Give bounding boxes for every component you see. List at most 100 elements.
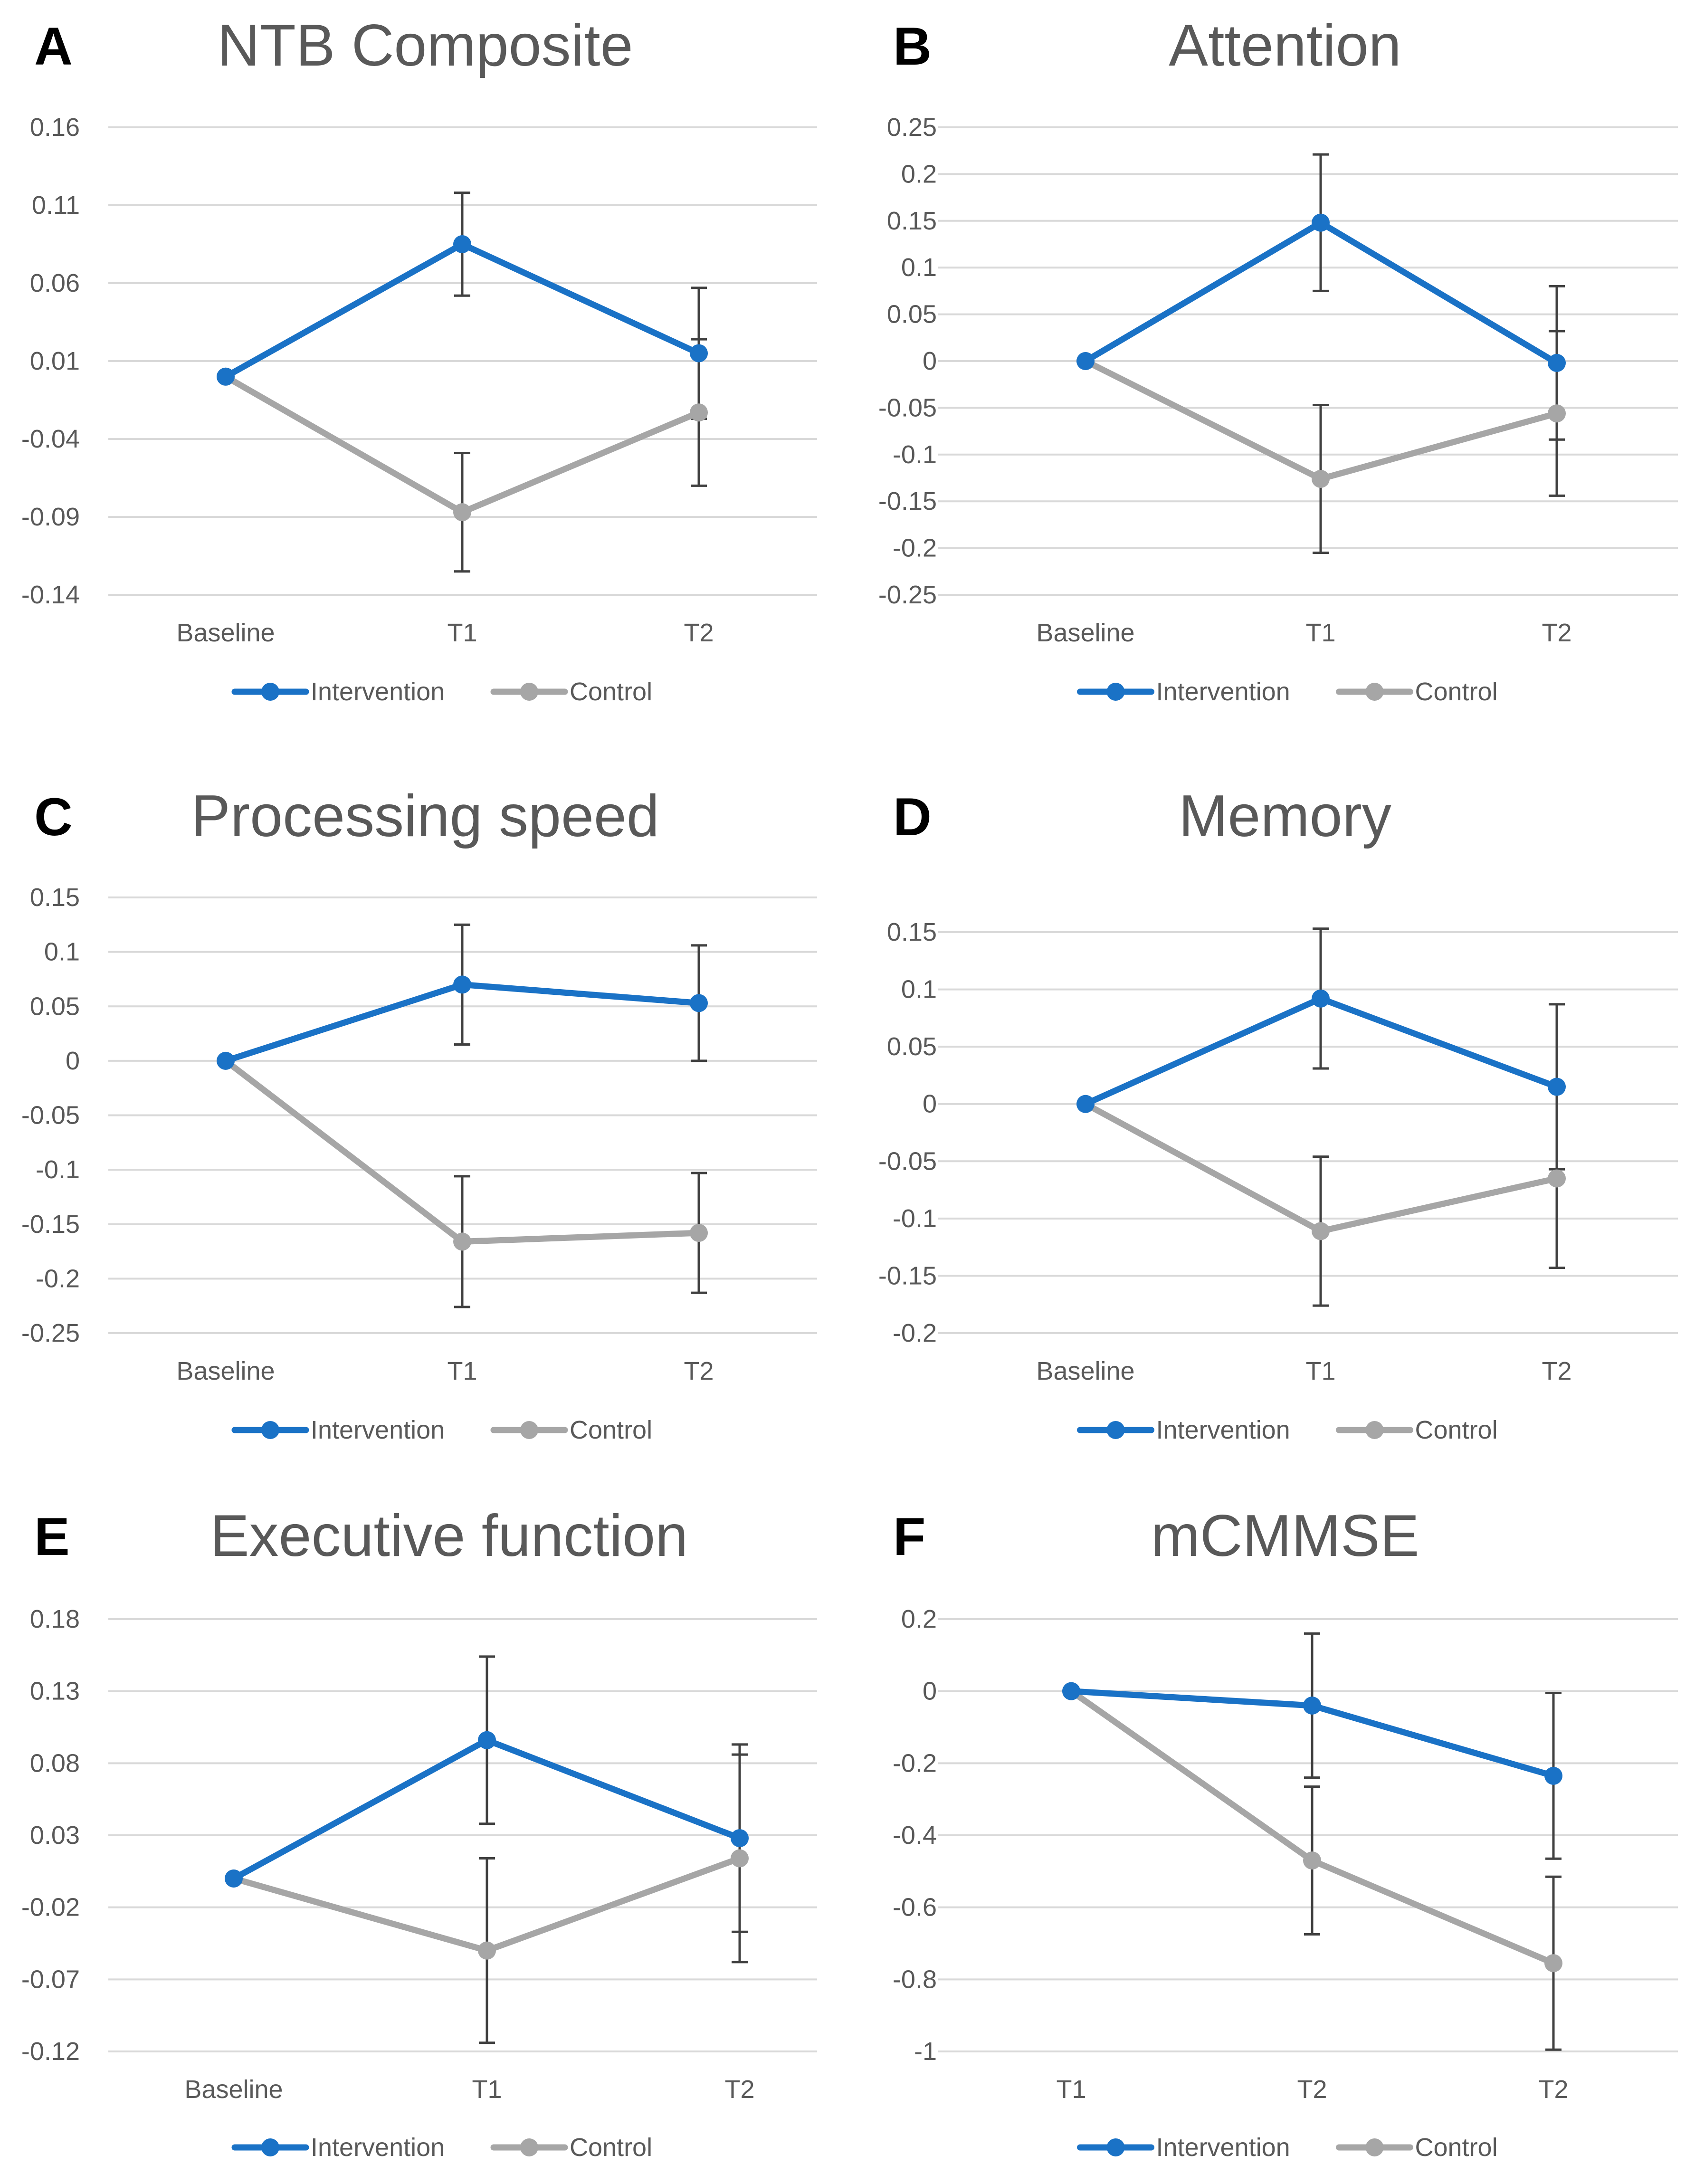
data-point-intervention	[1062, 1682, 1080, 1700]
legend-label: Intervention	[1156, 2133, 1290, 2162]
y-tick-label: -0.2	[36, 1264, 80, 1293]
y-tick-label: 0.08	[30, 1749, 80, 1777]
legend-item-control: Control	[1336, 2133, 1498, 2162]
y-tick-label: 0.25	[887, 113, 937, 142]
legend-item-control: Control	[1336, 1416, 1498, 1444]
data-point-intervention	[1544, 1766, 1562, 1785]
data-point-control	[478, 1941, 496, 1960]
y-tick-label: 0.15	[887, 207, 937, 235]
chart-title: Executive function	[210, 1503, 688, 1569]
legend-label: Intervention	[311, 2133, 445, 2162]
x-tick-label: T2	[684, 1357, 714, 1385]
y-tick-label: 0.1	[44, 938, 80, 966]
legend: Intervention Control	[231, 1416, 652, 1444]
data-point-intervention	[690, 994, 708, 1012]
chart-panel-d: D Memory 0.15 0.1 0.05 0 -0.05 -0.1 -0.15 -0.2 Bas…	[878, 783, 1678, 1444]
data-point-control	[1544, 1954, 1562, 1973]
y-tick-label: -0.15	[21, 1210, 80, 1239]
legend: Intervention Control	[1077, 2133, 1498, 2162]
y-tick-label: -0.1	[893, 440, 937, 469]
data-point-control	[1303, 1851, 1321, 1870]
y-tick-label: 0.01	[30, 347, 80, 375]
data-point-control	[690, 1224, 708, 1242]
y-tick-label: 0.13	[30, 1677, 80, 1706]
data-point-intervention	[1312, 989, 1330, 1008]
panel-letter: D	[893, 787, 932, 847]
panel-letter: A	[34, 17, 73, 76]
legend-item-intervention: Intervention	[231, 677, 445, 706]
data-point-intervention	[1076, 352, 1095, 370]
data-point-intervention	[453, 975, 471, 994]
legend-item-intervention: Intervention	[1077, 2133, 1290, 2162]
x-tick-label: T1	[472, 2075, 502, 2104]
y-tick-label: -1	[914, 2037, 937, 2066]
x-tick-label: T2	[1538, 2075, 1568, 2104]
legend-item-intervention: Intervention	[231, 1416, 445, 1444]
y-tick-label: 0.11	[32, 191, 80, 219]
y-tick-label: -0.09	[21, 503, 80, 531]
y-tick-label: 0.15	[30, 883, 80, 912]
y-tick-label: 0	[923, 1090, 937, 1118]
y-tick-label: -0.25	[878, 581, 937, 609]
chart-panel-b: B Attention 0.25 0.2 0.15 0.1 0.05 0 -0.05 -0.1 -0…	[878, 13, 1678, 706]
x-tick-label: Baseline	[1036, 619, 1134, 647]
data-point-intervention	[453, 235, 471, 253]
x-tick-label: T1	[1305, 619, 1335, 647]
chart-title: Attention	[1169, 13, 1401, 78]
legend-item-control: Control	[490, 677, 652, 706]
data-point-control	[453, 503, 471, 522]
legend: Intervention Control	[1077, 677, 1498, 706]
data-point-control	[690, 403, 708, 422]
chart-panel-a: A NTB Composite 0.16 0.11 0.06 0.01 -0.04 -0.09…	[21, 13, 817, 706]
y-tick-label: -0.8	[893, 1965, 937, 1993]
x-tick-label: T1	[447, 619, 477, 647]
data-point-intervention	[217, 1051, 235, 1070]
legend: Intervention Control	[231, 677, 652, 706]
chart-title: mCMMSE	[1151, 1503, 1419, 1569]
legend-label: Control	[1415, 2133, 1498, 2162]
x-tick-label: T1	[1056, 2075, 1086, 2104]
y-tick-label: 0.06	[30, 269, 80, 297]
legend-swatch-marker	[520, 683, 538, 701]
y-tick-label: 0.05	[30, 992, 80, 1020]
y-tick-label: 0	[923, 1677, 937, 1706]
legend-label: Intervention	[311, 1416, 445, 1444]
y-tick-label: -0.05	[21, 1101, 80, 1130]
y-tick-label: -0.14	[21, 581, 80, 609]
y-tick-label: 0.05	[887, 1032, 937, 1061]
data-point-intervention	[1312, 213, 1330, 232]
y-tick-label: 0.15	[887, 918, 937, 946]
y-tick-label: -0.15	[878, 1261, 937, 1290]
legend-swatch-marker	[261, 2138, 279, 2156]
data-point-intervention	[1076, 1095, 1095, 1113]
panel-letter: E	[34, 1507, 70, 1566]
data-point-intervention	[1303, 1697, 1321, 1715]
legend-swatch-marker	[520, 1421, 538, 1439]
data-point-intervention	[225, 1869, 243, 1888]
x-tick-label: Baseline	[184, 2075, 283, 2104]
legend-label: Control	[1415, 677, 1498, 706]
legend-label: Control	[570, 677, 652, 706]
x-tick-label: Baseline	[176, 1357, 275, 1385]
legend-item-intervention: Intervention	[1077, 1416, 1290, 1444]
legend-item-control: Control	[1336, 677, 1498, 706]
legend-swatch-marker	[1365, 1421, 1384, 1439]
y-tick-label: -0.2	[893, 534, 937, 563]
y-tick-label: 0.18	[30, 1605, 80, 1633]
y-tick-label: -0.4	[893, 1821, 937, 1850]
y-tick-label: 0	[66, 1047, 80, 1075]
y-tick-label: 0.16	[30, 113, 80, 142]
legend-swatch-marker	[1365, 683, 1384, 701]
legend-item-control: Control	[490, 2133, 652, 2162]
legend-swatch-marker	[261, 1421, 279, 1439]
chart-panel-e: E Executive function 0.18 0.13 0.08 0.03 -0.02…	[21, 1503, 817, 2162]
legend-item-intervention: Intervention	[1077, 677, 1290, 706]
legend-swatch-marker	[1106, 1421, 1125, 1439]
legend: Intervention Control	[231, 2133, 652, 2162]
data-point-control	[1548, 1169, 1566, 1188]
x-tick-label: T1	[447, 1357, 477, 1385]
legend-label: Intervention	[1156, 677, 1290, 706]
legend-item-control: Control	[490, 1416, 652, 1444]
